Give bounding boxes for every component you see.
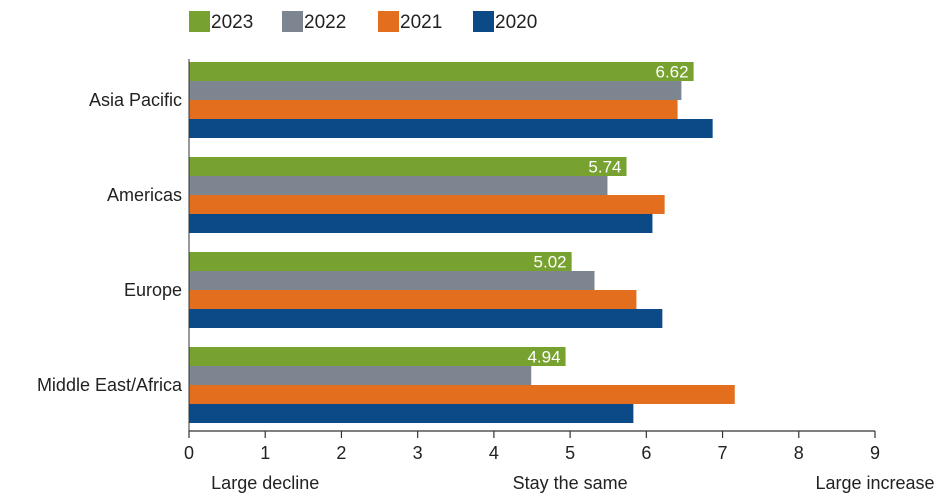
legend-label-2020: 2020 [495, 12, 537, 33]
category-label-middle-east-africa: Middle East/Africa [37, 375, 183, 395]
legend-swatch-2020 [473, 11, 494, 32]
bar-europe-2022 [189, 271, 595, 290]
bar-americas-2023 [189, 157, 627, 176]
legend-label-2021: 2021 [400, 12, 442, 33]
bar-asia-pacific-2021 [189, 100, 678, 119]
bar-europe-2021 [189, 290, 637, 309]
scale-label-stay-the-same: Stay the same [513, 473, 628, 493]
legend-swatch-2021 [378, 11, 399, 32]
x-tick-label: 7 [718, 443, 728, 463]
x-tick-label: 3 [413, 443, 423, 463]
x-tick-label: 1 [260, 443, 270, 463]
x-tick-label: 8 [794, 443, 804, 463]
bar-middle-east-africa-2021 [189, 385, 735, 404]
bar-middle-east-africa-2022 [189, 366, 532, 385]
bar-americas-2021 [189, 195, 665, 214]
x-tick-label: 5 [565, 443, 575, 463]
bar-middle-east-africa-2020 [189, 404, 634, 423]
bar-americas-2022 [189, 176, 608, 195]
category-labels: Asia Pacific Americas Europe Middle East/Af… [37, 90, 183, 395]
bar-asia-pacific-2020 [189, 119, 713, 138]
data-label-middle-east-africa-2023: 4.94 [527, 348, 560, 367]
bar-asia-pacific-2022 [189, 81, 682, 100]
scale-label-large-decline: Large decline [211, 473, 319, 493]
x-axis: 0 1 2 3 4 5 6 7 8 9 Large decline Stay the same Larg… [184, 59, 935, 493]
bar-asia-pacific-2023 [189, 62, 694, 81]
x-tick-label: 6 [641, 443, 651, 463]
x-tick-label: 4 [489, 443, 499, 463]
data-label-europe-2023: 5.02 [534, 253, 567, 272]
legend-label-2022: 2022 [304, 12, 346, 33]
data-label-asia-pacific-2023: 6.62 [655, 63, 688, 82]
legend-swatch-2022 [282, 11, 303, 32]
bar-europe-2020 [189, 309, 663, 328]
bar-europe-2023 [189, 252, 572, 271]
bar-americas-2020 [189, 214, 653, 233]
scale-label-large-increase: Large increase [815, 473, 934, 493]
legend: 2023 2022 2021 2020 [189, 11, 537, 33]
x-tick-label: 0 [184, 443, 194, 463]
legend-swatch-2023 [189, 11, 210, 32]
x-tick-label: 9 [870, 443, 880, 463]
data-label-americas-2023: 5.74 [588, 158, 621, 177]
legend-label-2023: 2023 [211, 12, 253, 33]
bars [189, 62, 735, 423]
x-tick-label: 2 [336, 443, 346, 463]
category-label-europe: Europe [124, 280, 182, 300]
category-label-asia-pacific: Asia Pacific [89, 90, 182, 110]
bar-middle-east-africa-2023 [189, 347, 566, 366]
category-label-americas: Americas [107, 185, 182, 205]
data-labels: 6.62 5.74 5.02 4.94 [527, 63, 688, 367]
